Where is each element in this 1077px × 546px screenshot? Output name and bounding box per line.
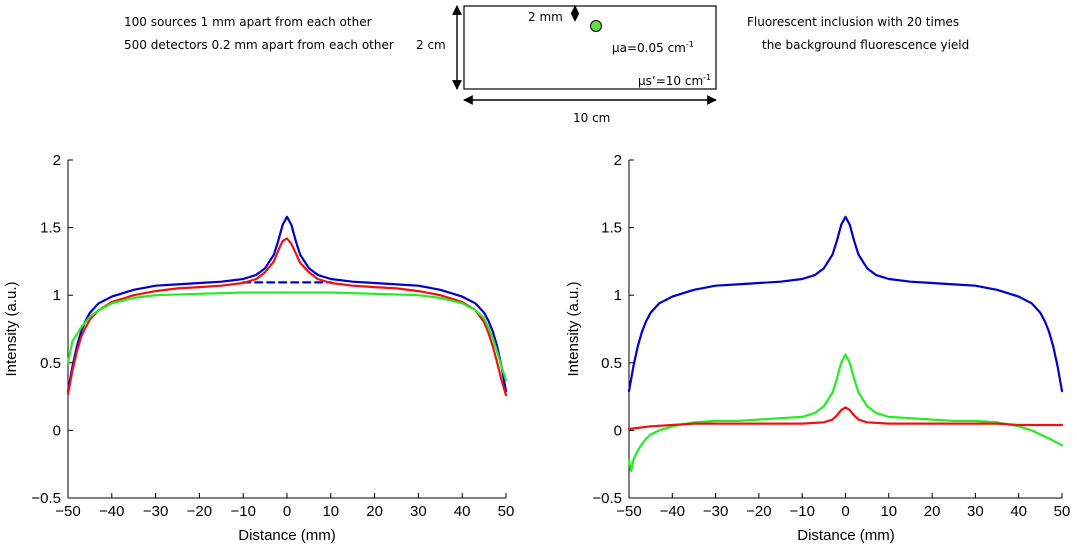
right-chart-xtick-label: −30 <box>703 503 728 520</box>
left-chart-xtick-label: 20 <box>366 503 383 520</box>
right-chart-xlabel: Distance (mm) <box>797 527 895 544</box>
left-chart-series-2 <box>66 237 508 397</box>
left-chart-xtick-label: −50 <box>55 503 80 520</box>
right-chart-xtick-label: 0 <box>841 503 849 520</box>
left-chart-xtick-label: −20 <box>187 503 212 520</box>
left-chart-xtick-label: 40 <box>454 503 471 520</box>
right-chart-xtick-label: 10 <box>880 503 897 520</box>
inclusion-text-1: Fluorescent inclusion with 20 times <box>747 15 959 29</box>
depth-label: 2 mm <box>528 10 563 24</box>
left-chart-ytick-label: 2 <box>53 152 61 169</box>
height-label: 2 cm <box>416 38 446 52</box>
right-chart-xtick-label: 30 <box>967 503 984 520</box>
right-chart-ylabel: Intensity (a.u.) <box>565 281 582 376</box>
inclusion-text-2: the background fluorescence yield <box>762 38 969 52</box>
mua-exponent: -1 <box>686 40 694 49</box>
right-chart-xtick-label: 20 <box>924 503 941 520</box>
left-chart-series-0 <box>66 215 508 393</box>
left-chart-xtick-label: −40 <box>99 503 124 520</box>
mua-label: μa=0.05 cm-1 <box>612 40 694 55</box>
left-chart-ytick-label: −0.5 <box>31 490 61 507</box>
left-chart-ytick-label: 0.5 <box>40 355 61 372</box>
left-chart-xtick-label: 10 <box>322 503 339 520</box>
right-chart: −50 −40 −30 −20 −10 0 10 20 30 40 50−0.500.511.52 … <box>565 152 1070 544</box>
mus-label: μs’=10 cm-1 <box>638 73 711 88</box>
right-chart-series-0 <box>627 215 1064 393</box>
left-chart-xtick-label: −30 <box>143 503 168 520</box>
right-chart-ytick-label: 1 <box>614 287 622 304</box>
left-chart-ticks: −50 −40 −30 −20 −10 0 10 20 30 40 50 −0.5 0 0.5 1 1.5 2 <box>31 152 514 520</box>
right-chart-xtick-label: 40 <box>1010 503 1027 520</box>
left-chart-series-3 <box>66 291 508 382</box>
left-chart-xtick-label: 30 <box>410 503 427 520</box>
left-chart-ytick-label: 1 <box>53 287 61 304</box>
width-label: 10 cm <box>573 111 610 125</box>
right-chart-ticks: −50 −40 −30 −20 −10 0 10 20 30 40 50 −0.5 0 0.5 1 1.5 2 <box>592 152 1070 520</box>
detectors-text: 500 detectors 0.2 mm apart from each oth… <box>124 38 394 52</box>
geometry-diagram: 100 sources 1 mm apart from each other 5… <box>124 5 969 125</box>
left-chart-xlabel: Distance (mm) <box>238 527 336 544</box>
left-chart: −50 −40 −30 −20 −10 0 10 20 30 40 50−0.500.511.52 … <box>3 152 514 544</box>
right-chart-xtick-label: 50 <box>1054 503 1071 520</box>
right-chart-xtick-label: −20 <box>746 503 771 520</box>
right-chart-xtick-label: −50 <box>616 503 641 520</box>
right-chart-ytick-label: −0.5 <box>592 490 622 507</box>
right-chart-ytick-label: 2 <box>614 152 622 169</box>
sources-text: 100 sources 1 mm apart from each other <box>124 15 372 29</box>
fluorescent-inclusion <box>590 20 602 32</box>
slab-rectangle <box>463 5 717 90</box>
left-chart-xtick-label: 50 <box>498 503 515 520</box>
right-chart-ytick-label: 0.5 <box>601 355 622 372</box>
right-chart-ytick-label: 0 <box>614 422 622 439</box>
right-chart-ytick-label: 1.5 <box>601 220 622 237</box>
left-chart-ylabel: Intensity (a.u.) <box>3 281 20 376</box>
right-chart-xtick-label: −10 <box>789 503 814 520</box>
right-chart-series-1 <box>627 353 1064 473</box>
left-chart-ytick-label: 1.5 <box>40 220 61 237</box>
right-chart-series-2 <box>627 406 1064 431</box>
right-chart-plot <box>627 215 1064 473</box>
left-chart-xtick-label: −10 <box>230 503 255 520</box>
left-chart-ytick-label: 0 <box>53 422 61 439</box>
right-chart-xtick-label: −40 <box>660 503 685 520</box>
mus-exponent: -1 <box>703 73 711 82</box>
left-chart-xtick-label: 0 <box>283 503 291 520</box>
left-chart-plot <box>66 215 508 397</box>
